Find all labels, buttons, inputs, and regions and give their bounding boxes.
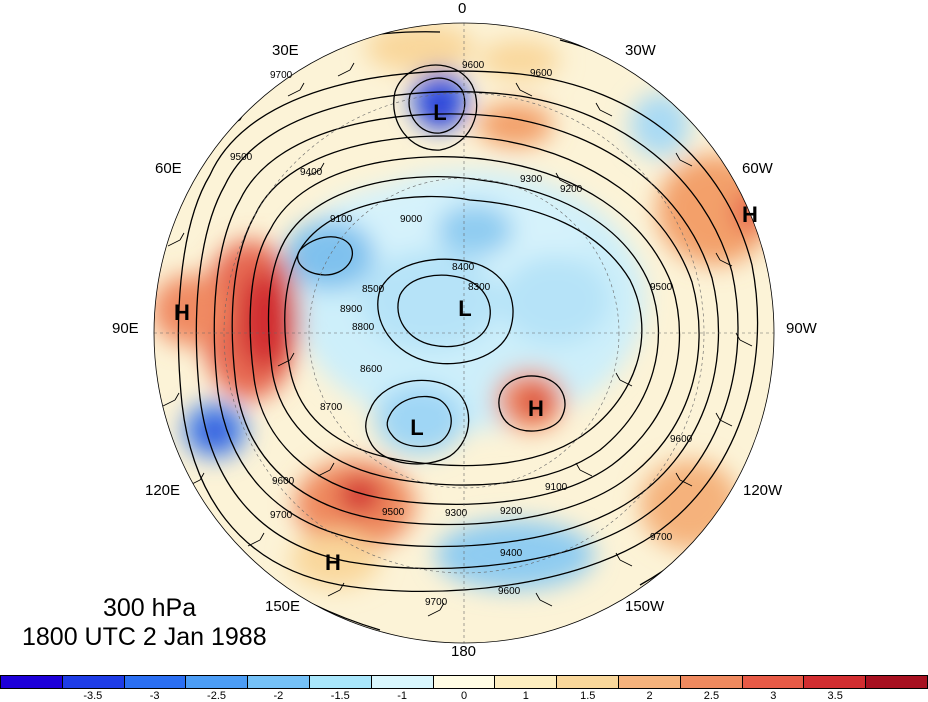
- colorbar-cell: [495, 675, 558, 689]
- colorbar-tick-label: -1.5: [330, 690, 350, 702]
- svg-text:9500: 9500: [650, 282, 673, 293]
- colorbar-cell: [742, 675, 805, 689]
- colorbar-tick-label: 3: [770, 690, 777, 702]
- low-center-label: L: [433, 100, 446, 125]
- lon-label-30E: 30E: [272, 42, 299, 59]
- svg-text:8500: 8500: [362, 284, 385, 295]
- colorbar-tick-label: 1: [522, 690, 529, 702]
- colorbar-cell: [124, 675, 187, 689]
- svg-text:9700: 9700: [425, 597, 448, 608]
- low-center-label: L: [458, 296, 471, 321]
- colorbar-cell: [186, 675, 249, 689]
- svg-text:9200: 9200: [560, 184, 583, 195]
- svg-text:9600: 9600: [462, 60, 485, 71]
- pressure-center-labels: L L L H H H H: [174, 100, 758, 575]
- colorbar-cell: [618, 675, 681, 689]
- colorbar-cell: [866, 675, 928, 689]
- colorbar-tick-label: 3.5: [827, 690, 843, 702]
- svg-text:8600: 8600: [360, 364, 383, 375]
- svg-text:9700: 9700: [270, 510, 293, 521]
- lon-label-180: 180: [451, 643, 477, 660]
- svg-text:9600: 9600: [272, 476, 295, 487]
- high-center-label: H: [528, 396, 544, 421]
- svg-text:9600: 9600: [530, 68, 553, 79]
- svg-text:9600: 9600: [498, 586, 521, 597]
- colorbar-tick-label: -2: [273, 690, 284, 702]
- svg-text:9500: 9500: [382, 507, 405, 518]
- lon-label-120W: 120W: [743, 482, 783, 499]
- colorbar-cell: [804, 675, 867, 689]
- colorbar-tick-label: 2.5: [703, 690, 720, 702]
- colorbar-tick-label: -3.5: [83, 690, 103, 702]
- colorbar-cell: [433, 675, 496, 689]
- svg-text:9100: 9100: [545, 482, 568, 493]
- colorbar-tick-label: 0: [460, 690, 468, 702]
- svg-text:9700: 9700: [270, 70, 293, 81]
- svg-text:9600: 9600: [670, 434, 693, 445]
- colorbar-tick-label: 2: [646, 690, 653, 702]
- svg-text:9300: 9300: [445, 508, 468, 519]
- datetime-caption: 1800 UTC 2 Jan 1988: [22, 623, 267, 651]
- svg-text:8800: 8800: [352, 322, 375, 333]
- svg-text:9300: 9300: [520, 174, 543, 185]
- colorbar-cell: [248, 675, 310, 689]
- lon-label-90W: 90W: [786, 320, 817, 337]
- map-border: [153, 22, 775, 644]
- colorbar-cell: [62, 675, 125, 689]
- svg-text:9400: 9400: [500, 548, 523, 559]
- svg-text:9700: 9700: [650, 532, 673, 543]
- colorbar-cell: [371, 675, 434, 689]
- svg-text:9100: 9100: [330, 214, 353, 225]
- lon-label-0: 0: [458, 0, 467, 17]
- svg-text:8700: 8700: [320, 402, 343, 413]
- svg-text:8300: 8300: [468, 282, 491, 293]
- graticule: [154, 23, 774, 643]
- colorbar-cell: [557, 675, 619, 689]
- colorbar-cell: [0, 675, 63, 689]
- svg-text:9500: 9500: [230, 152, 253, 163]
- lon-label-60E: 60E: [155, 160, 182, 177]
- lon-label-90E: 90E: [112, 320, 139, 337]
- high-center-label: H: [742, 202, 758, 227]
- high-center-label: H: [174, 300, 190, 325]
- lon-label-150W: 150W: [625, 598, 665, 615]
- pressure-level-caption: 300 hPa: [103, 594, 197, 622]
- colorbar-cell: [680, 675, 743, 689]
- contour-value-labels: 9700 9600 9600 9500 9400 9300 9200 9100 …: [230, 60, 693, 608]
- low-center-label: L: [410, 415, 423, 440]
- svg-text:9200: 9200: [500, 506, 523, 517]
- lon-label-150E: 150E: [265, 598, 301, 615]
- svg-text:9000: 9000: [400, 214, 423, 225]
- lon-label-30W: 30W: [625, 42, 656, 59]
- polar-map: L L L H H H H 9700 9600 9600 9500 9400 9…: [153, 22, 775, 644]
- svg-text:9400: 9400: [300, 167, 323, 178]
- colorbar-tick-label: 1.5: [580, 690, 596, 702]
- lon-label-60W: 60W: [742, 160, 773, 177]
- colorbar-cell: [309, 675, 372, 689]
- colorbar-tick-label: -1: [397, 690, 408, 702]
- colorbar-tick-label: -2.5: [207, 690, 227, 702]
- colorbar-tick-label: -3: [149, 690, 160, 702]
- wind-barbs: [162, 62, 753, 617]
- lon-label-120E: 120E: [145, 482, 181, 499]
- svg-text:8900: 8900: [340, 304, 363, 315]
- colorbar: [0, 675, 928, 689]
- svg-text:8400: 8400: [452, 262, 475, 273]
- high-center-label: H: [325, 550, 341, 575]
